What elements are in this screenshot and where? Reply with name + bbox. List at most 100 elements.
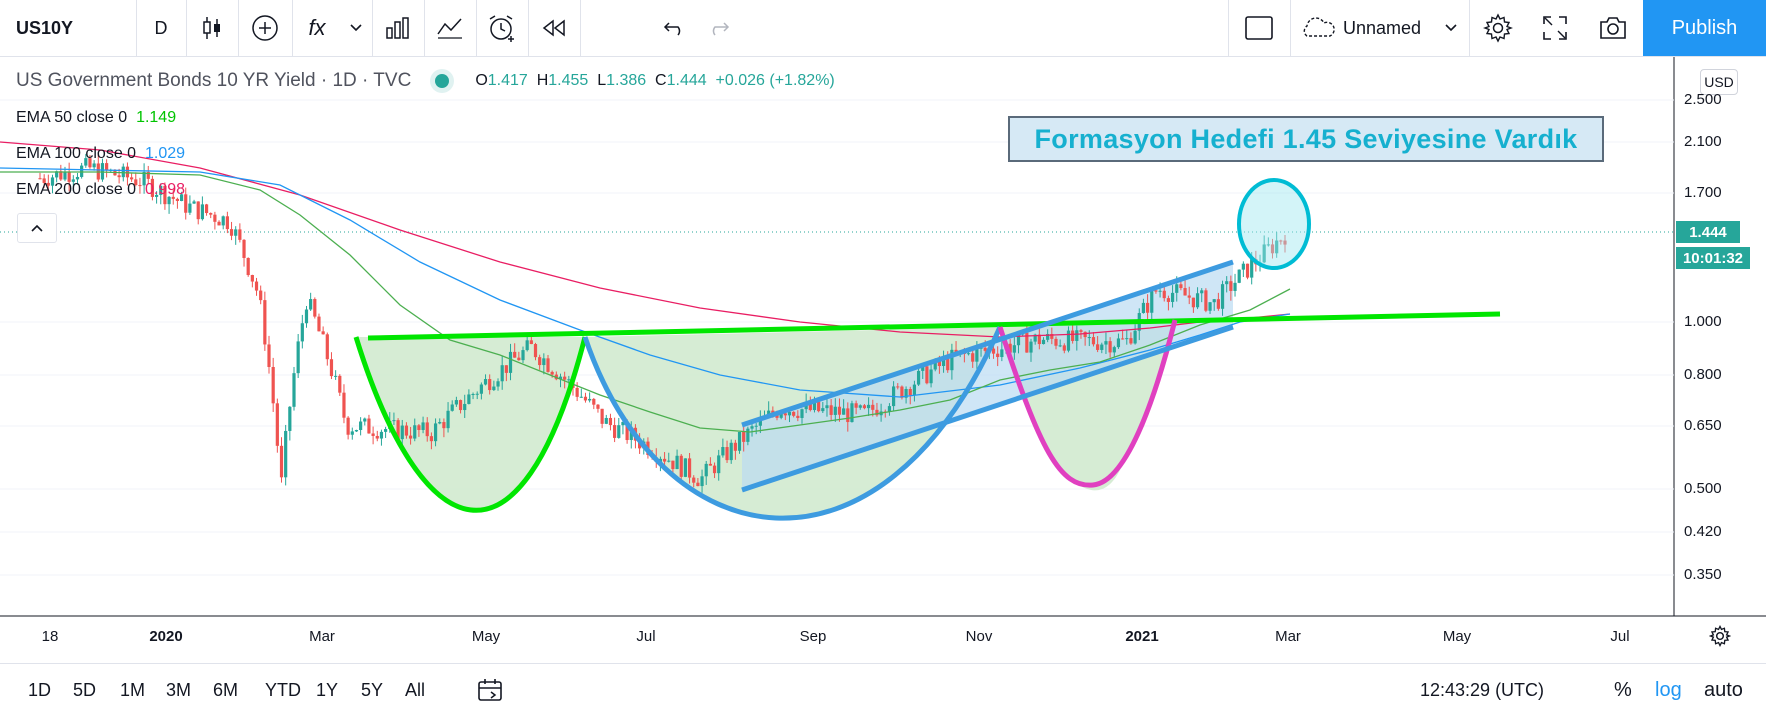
candle-body: [1046, 334, 1050, 340]
auto-scale-toggle[interactable]: auto: [1704, 664, 1743, 716]
annotation-box[interactable]: Formasyon Hedefi 1.45 Seviyesine Vardık: [1008, 116, 1604, 162]
candle-body: [1037, 334, 1041, 345]
chart-canvas[interactable]: [0, 57, 1766, 617]
cup-1-curve: [353, 336, 588, 513]
currency-badge[interactable]: USD: [1700, 69, 1738, 95]
ema-100-value: 1.029: [144, 145, 186, 162]
range-button-ytd[interactable]: YTD: [265, 664, 301, 716]
candle-body: [309, 299, 313, 310]
candle-body: [808, 402, 812, 411]
fullscreen-button[interactable]: [1527, 0, 1583, 56]
candle-body: [325, 334, 329, 360]
divider: [1228, 0, 1229, 56]
candle-body: [42, 178, 46, 183]
channel-lower: [741, 324, 1234, 493]
settings-button[interactable]: [1470, 0, 1526, 56]
candle-body: [1141, 302, 1146, 314]
candle-body: [421, 422, 425, 430]
candle-body: [991, 348, 996, 354]
candle-body: [542, 358, 546, 366]
candle-body: [521, 350, 525, 361]
symbol-search[interactable]: US10Y: [0, 0, 151, 56]
layout-name-button[interactable]: Unnamed: [1291, 0, 1504, 56]
divider: [292, 0, 293, 56]
indicators-button[interactable]: fx: [293, 0, 341, 56]
replay-button[interactable]: [529, 0, 579, 56]
ema-200-legend[interactable]: EMA 200 close 0 0.998: [16, 181, 185, 199]
interval-button[interactable]: D: [137, 0, 185, 56]
candle-body: [354, 430, 359, 432]
redo-button[interactable]: [698, 0, 738, 56]
candle-body: [1041, 339, 1046, 345]
alert-button[interactable]: [477, 0, 527, 56]
utc-clock[interactable]: 12:43:29 (UTC): [1420, 664, 1544, 716]
range-button-6m[interactable]: 6M: [213, 664, 238, 716]
market-status-dot[interactable]: [435, 74, 450, 88]
candle-body: [833, 406, 837, 415]
snapshot-button[interactable]: [1585, 0, 1641, 56]
financials-button[interactable]: [373, 0, 423, 56]
top-toolbar: US10Y D fx Unnamed: [0, 0, 1766, 57]
channel-fill: [742, 262, 1233, 490]
ema-100-legend[interactable]: EMA 100 close 0 1.029: [16, 145, 185, 163]
range-button-1d[interactable]: 1D: [28, 664, 51, 716]
candle-body: [142, 172, 146, 186]
series-title: US Government Bonds 10 YR Yield · 1D · T…: [16, 70, 412, 91]
chevron-up-icon: [31, 224, 43, 232]
layout-select-button[interactable]: [1229, 0, 1289, 56]
candle-body: [1012, 345, 1016, 353]
candle-body: [679, 455, 683, 477]
candle-body: [946, 358, 950, 371]
candle-body: [1179, 284, 1183, 289]
divider: [136, 0, 137, 56]
candle-body: [175, 198, 180, 201]
redo-icon: [712, 22, 730, 36]
bar-style-button[interactable]: [187, 0, 237, 56]
range-label: 5D: [73, 679, 97, 700]
square-icon: [1245, 16, 1273, 40]
ema-50-legend[interactable]: EMA 50 close 0 1.149: [16, 109, 176, 127]
candle-body: [729, 442, 733, 461]
alarm-clock-icon: [489, 15, 514, 42]
candle-body: [617, 425, 621, 438]
candle-body: [221, 216, 225, 226]
chart-settings-button[interactable]: [1706, 622, 1734, 650]
range-label: 1M: [120, 679, 146, 700]
collapse-legend-button[interactable]: [17, 213, 57, 243]
log-scale-toggle[interactable]: log: [1655, 664, 1682, 716]
publish-button[interactable]: Publish: [1643, 0, 1766, 56]
percent-scale-toggle[interactable]: %: [1614, 664, 1632, 716]
range-button-all[interactable]: All: [405, 664, 425, 716]
range-button-5d[interactable]: 5D: [73, 664, 96, 716]
divider: [186, 0, 187, 56]
candle-body: [1200, 290, 1204, 294]
go-to-date-button[interactable]: [468, 664, 512, 716]
range-button-5y[interactable]: 5Y: [361, 664, 383, 716]
candle-body: [858, 405, 862, 408]
candle-body: [105, 163, 109, 171]
low-value: 1.386: [606, 72, 647, 89]
candle-body: [692, 477, 696, 483]
range-button-3m[interactable]: 3M: [166, 664, 191, 716]
candle-body: [371, 433, 375, 436]
range-button-1y[interactable]: 1Y: [316, 664, 338, 716]
indicators-dropdown[interactable]: [341, 0, 371, 56]
fx-icon: fx: [308, 15, 326, 40]
time-tick-label: Jul: [636, 628, 656, 645]
range-button-1m[interactable]: 1M: [120, 664, 145, 716]
candle-body: [700, 476, 704, 487]
candle-body: [1241, 263, 1245, 270]
candle-body: [171, 196, 175, 199]
candle-body: [758, 418, 762, 426]
ideas-button[interactable]: [425, 0, 475, 56]
candle-body: [567, 379, 571, 381]
candle-body: [475, 393, 479, 395]
candle-body: [513, 351, 517, 358]
candle-body: [367, 418, 371, 434]
candle-body: [837, 406, 842, 415]
compare-button[interactable]: [239, 0, 291, 56]
candle-body: [442, 422, 446, 429]
undo-button[interactable]: [655, 0, 695, 56]
candle-body: [438, 422, 442, 424]
candle-body: [1071, 330, 1075, 341]
